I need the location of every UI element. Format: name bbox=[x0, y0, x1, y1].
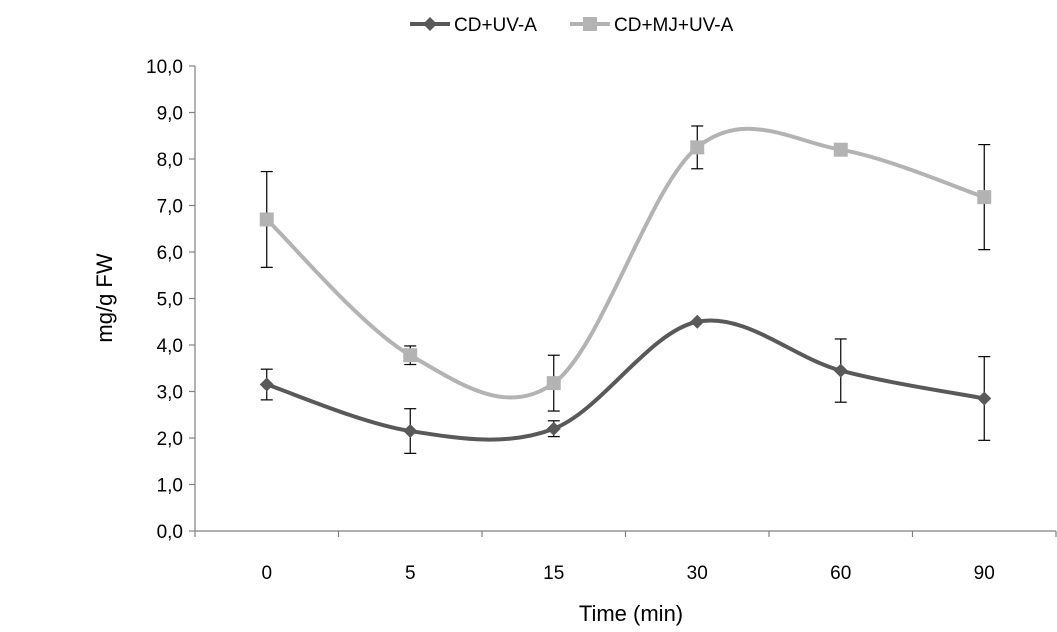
x-axis-ticks: 0 5 15 30 60 90 bbox=[194, 531, 1057, 584]
y-tick-label: 7,0 bbox=[157, 197, 183, 218]
x-tick-label: 90 bbox=[974, 563, 995, 584]
series-line bbox=[265, 126, 985, 400]
legend-marker bbox=[423, 17, 437, 31]
x-tick-label: 30 bbox=[687, 563, 708, 584]
data-point-marker bbox=[833, 363, 848, 378]
data-point-marker bbox=[403, 348, 418, 363]
data-point-marker bbox=[403, 424, 418, 439]
data-point-marker bbox=[977, 190, 992, 205]
data-point-marker bbox=[833, 142, 848, 157]
series-line bbox=[266, 318, 985, 442]
y-tick-label: 10,0 bbox=[146, 57, 183, 78]
legend-item-1: CD+UV-A bbox=[410, 15, 537, 36]
y-tick-label: 8,0 bbox=[157, 150, 183, 171]
series-1 bbox=[259, 314, 992, 454]
y-tick-label: 1,0 bbox=[157, 476, 183, 497]
data-point-marker bbox=[690, 140, 705, 155]
data-point-marker bbox=[690, 314, 705, 329]
y-tick-label: 9,0 bbox=[157, 104, 183, 125]
y-tick-label: 2,0 bbox=[157, 429, 183, 450]
x-tick-label: 60 bbox=[830, 563, 851, 584]
y-tick-label: 6,0 bbox=[157, 243, 183, 264]
y-tick-label: 4,0 bbox=[157, 336, 183, 357]
x-tick-label: 15 bbox=[543, 563, 564, 584]
x-tick-label: 5 bbox=[405, 563, 416, 584]
legend-label: CD+UV-A bbox=[454, 15, 537, 36]
legend-item-2: CD+MJ+UV-A bbox=[570, 15, 734, 36]
data-point-marker bbox=[546, 421, 561, 436]
x-axis-title: Time (min) bbox=[579, 601, 683, 626]
y-tick-label: 5,0 bbox=[157, 290, 183, 311]
series-2 bbox=[259, 125, 992, 412]
legend: CD+UV-A CD+MJ+UV-A bbox=[410, 15, 734, 36]
data-point-marker bbox=[546, 376, 561, 391]
x-tick-label: 0 bbox=[261, 563, 272, 584]
y-axis-ticks: 0,0 1,0 2,0 3,0 4,0 5,0 6,0 7,0 8,0 9,0 10,0 bbox=[146, 57, 195, 543]
legend-label: CD+MJ+UV-A bbox=[614, 15, 734, 36]
y-tick-label: 0,0 bbox=[157, 522, 183, 543]
y-axis-title: mg/g FW bbox=[92, 253, 117, 342]
y-tick-label: 3,0 bbox=[157, 383, 183, 404]
legend-marker bbox=[583, 17, 597, 31]
data-point-marker bbox=[259, 212, 274, 227]
data-point-marker bbox=[259, 377, 274, 392]
data-point-marker bbox=[977, 391, 992, 406]
series-layer bbox=[259, 125, 992, 454]
